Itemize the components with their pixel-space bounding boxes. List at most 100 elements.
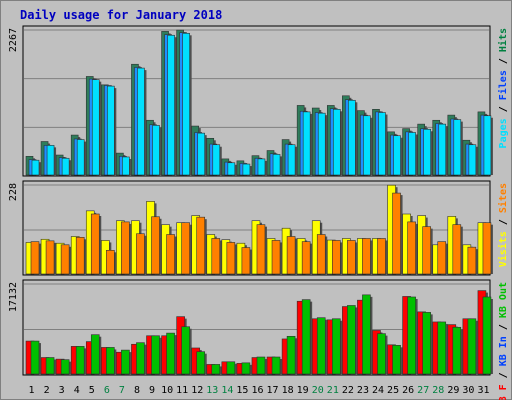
bar-sites-day-31 [482,222,493,275]
x-tick-label: 28 [432,385,444,396]
x-axis: 1 2 3 4 5 6 7 8 9 10 11 12 13 14 15 16 17 18 19 20 21 22 23 24 2… [29,385,490,396]
bar-pages-day-8 [137,67,147,176]
bar-kb-out-day-27 [422,312,433,375]
x-tick-label: 16 [251,385,263,396]
bar-pages-day-29 [453,119,463,176]
legend-entry: Hits [497,28,509,52]
bar-pages-day-13 [212,144,222,176]
legend-entry: Pages [498,118,509,148]
bar-pages-day-21 [332,109,343,176]
legend-entry: Files [497,70,509,100]
legend-entry: / [498,52,509,70]
panel-top: 2267 Pages / Files / Hits [8,25,509,177]
legend-entry: / [498,100,509,118]
bar-pages-day-27 [423,128,433,176]
x-tick-label: 22 [342,385,354,396]
bar-sites-day-30 [467,246,478,275]
legend-entry: KB F [498,384,509,400]
x-tick-label: 8 [134,385,140,396]
bar-sites-day-8 [136,233,147,275]
x-tick-label: 2 [44,385,50,396]
x-tick-label: 13 [206,385,218,396]
bar-kb-out-day-22 [347,305,358,375]
bar-kb-out-day-18 [286,335,298,375]
x-tick-label: 6 [104,385,110,396]
bar-kb-out-day-23 [362,294,373,375]
bar-pages-day-7 [122,156,132,176]
bar-kb-out-day-5 [90,334,102,375]
bar-kb-out-day-19 [301,299,313,375]
legend-entry: Sites [497,183,509,213]
bar-pages-day-25 [393,135,403,176]
legend-entry: KB In [498,336,509,366]
x-tick-label: 30 [462,385,474,396]
bar-sites-day-10 [166,234,177,275]
bar-kb-out-day-7 [121,349,132,375]
bar-pages-day-6 [107,85,117,176]
bar-kb-out-day-16 [256,356,267,375]
x-tick-label: 29 [447,385,459,396]
y-max-label: 17132 [8,282,19,312]
bar-kb-out-day-10 [166,332,177,375]
legend: Pages / Files / Hits [497,28,509,148]
bar-sites-day-21 [331,240,343,275]
bar-kb-out-day-29 [452,326,463,375]
x-tick-label: 4 [74,385,80,396]
bar-pages-day-10 [167,34,177,176]
bar-pages-day-15 [242,163,252,176]
bar-kb-out-day-24 [377,333,388,375]
bar-pages-day-3 [61,157,72,176]
bar-sites-day-2 [45,240,57,275]
x-tick-label: 3 [59,385,65,396]
bar-sites-day-27 [422,226,433,275]
legend-entry: KB Out [498,282,509,318]
bar-sites-day-17 [271,240,283,275]
bar-kb-out-day-12 [196,351,207,375]
y-max-label: 228 [8,183,19,201]
bar-pages-day-20 [317,112,328,176]
x-tick-label: 31 [477,385,489,396]
bar-pages-day-11 [182,33,192,176]
x-tick-label: 7 [119,385,125,396]
bar-kb-out-day-11 [181,326,192,375]
x-tick-label: 11 [176,385,188,396]
bar-pages-day-24 [378,112,388,176]
x-tick-label: 26 [402,385,414,396]
chart-title: Daily usage for January 2018 [20,8,222,22]
bar-kb-out-day-8 [136,342,147,375]
x-tick-label: 14 [221,385,233,396]
bar-pages-day-23 [363,115,373,176]
y-max-label: 2267 [8,28,19,52]
x-tick-label: 19 [297,385,309,396]
bar-sites-day-12 [196,216,207,275]
bar-sites-day-1 [30,241,41,275]
x-tick-label: 10 [161,385,173,396]
legend: Visits / Sites [497,183,509,267]
legend-entry: Visits [497,231,509,267]
bar-sites-day-20 [316,234,328,275]
bar-sites-day-9 [151,216,162,275]
bar-kb-out-day-20 [316,317,328,375]
bar-sites-day-11 [181,222,192,275]
bar-kb-out-day-4 [75,346,87,375]
x-tick-label: 12 [191,385,203,396]
bar-sites-day-25 [392,192,403,275]
bar-kb-out-day-30 [467,318,478,375]
bar-kb-out-day-26 [407,296,418,375]
bar-sites-day-18 [286,236,298,275]
x-tick-label: 27 [417,385,429,396]
bar-pages-day-22 [348,99,358,176]
bar-pages-day-18 [287,144,298,176]
x-tick-label: 23 [357,385,369,396]
bar-kb-out-day-1 [30,340,41,375]
bar-pages-day-30 [468,144,478,176]
bar-kb-out-day-28 [437,321,448,375]
bar-kb-out-day-13 [211,364,222,375]
x-tick-label: 24 [372,385,384,396]
panel-middle: 228 Visits / Sites [8,180,509,276]
x-tick-label: 15 [236,385,248,396]
legend-entry: / [498,366,509,384]
